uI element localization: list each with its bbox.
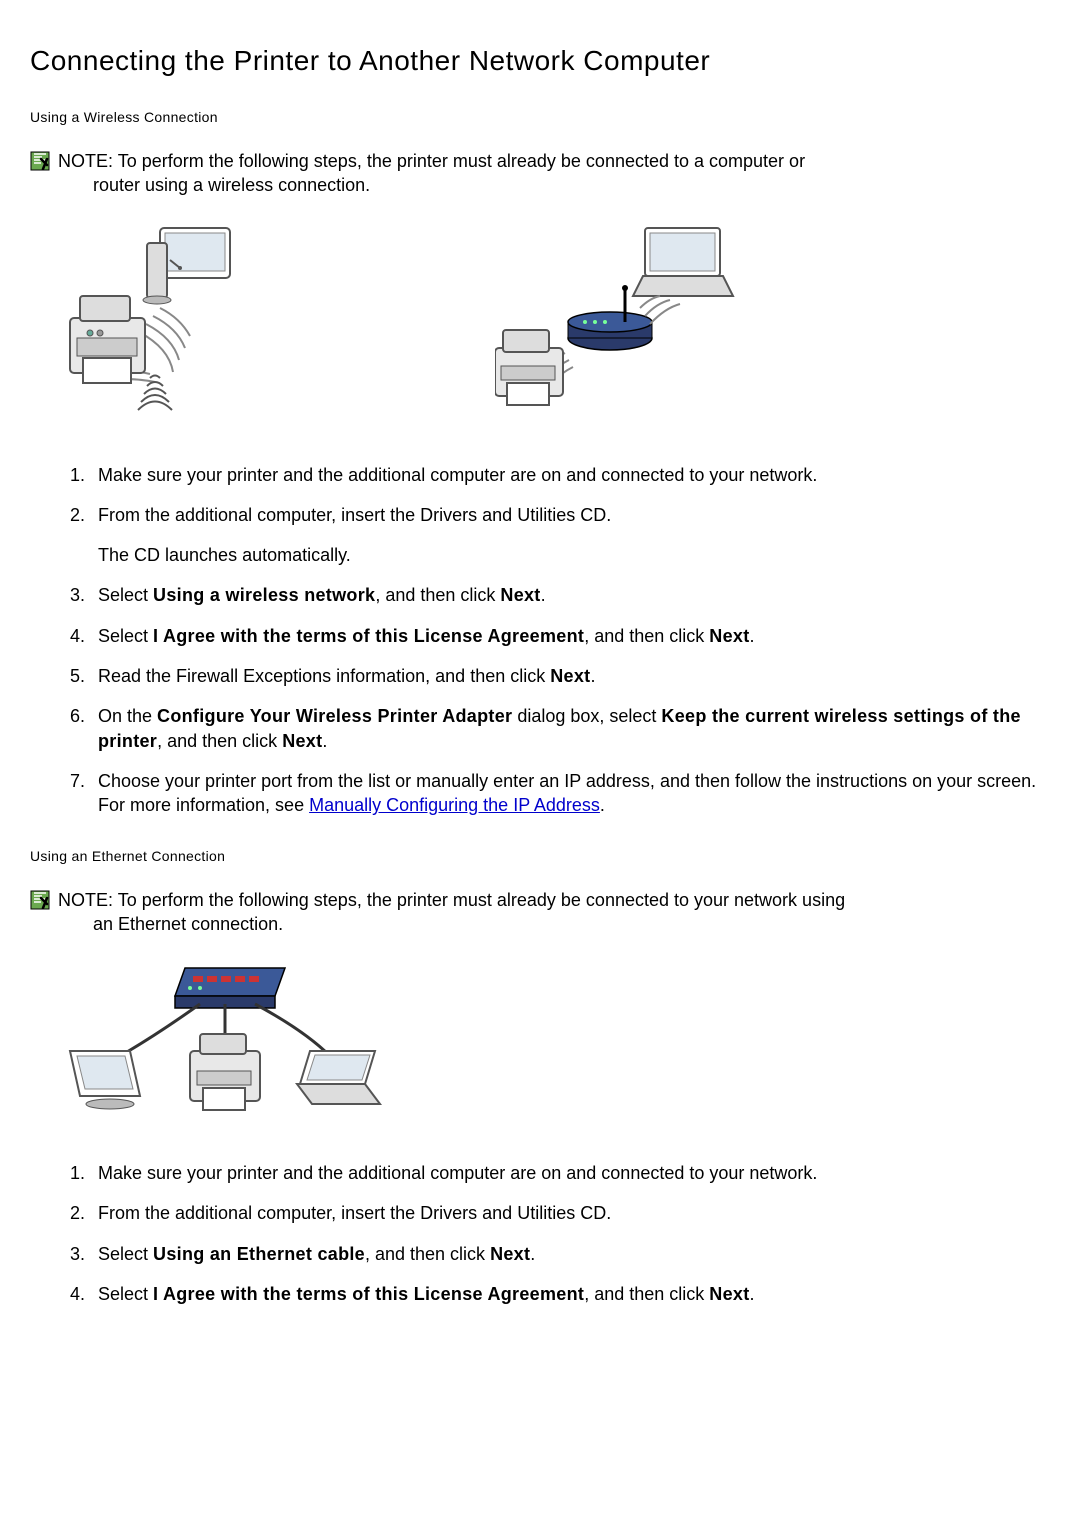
- b: Next: [550, 666, 590, 686]
- adhoc-diagram: [65, 218, 295, 423]
- ethernet-note-text: NOTE: To perform the following steps, th…: [58, 888, 845, 937]
- b: Using a wireless network: [153, 585, 375, 605]
- ethernet-step-1: Make sure your printer and the additiona…: [90, 1161, 1050, 1185]
- wireless-step-3: Select Using a wireless network, and the…: [90, 583, 1050, 607]
- b: I Agree with the terms of this License A…: [153, 626, 584, 646]
- wireless-step-6: On the Configure Your Wireless Printer A…: [90, 704, 1050, 753]
- t: .: [530, 1244, 535, 1264]
- ethernet-note: NOTE: To perform the following steps, th…: [30, 888, 1050, 937]
- ethernet-step-2: From the additional computer, insert the…: [90, 1201, 1050, 1225]
- note-line1: To perform the following steps, the prin…: [118, 151, 805, 171]
- ethernet-step-3: Select Using an Ethernet cable, and then…: [90, 1242, 1050, 1266]
- note-line2: an Ethernet connection.: [58, 912, 845, 936]
- wireless-step-5: Read the Firewall Exceptions information…: [90, 664, 1050, 688]
- t: .: [600, 795, 605, 815]
- note-label: NOTE:: [58, 151, 113, 171]
- b: Next: [282, 731, 322, 751]
- infrastructure-diagram: [495, 218, 735, 423]
- t: , and then click: [157, 731, 282, 751]
- manual-ip-link[interactable]: Manually Configuring the IP Address: [309, 795, 600, 815]
- t: , and then click: [584, 626, 709, 646]
- t: .: [750, 626, 755, 646]
- b: Using an Ethernet cable: [153, 1244, 365, 1264]
- b: Next: [500, 585, 540, 605]
- t: , and then click: [584, 1284, 709, 1304]
- t: Select: [98, 1244, 153, 1264]
- step-sub: The CD launches automatically.: [98, 543, 1050, 567]
- t: Select: [98, 1284, 153, 1304]
- t: Select: [98, 585, 153, 605]
- ethernet-diagram: [65, 956, 1050, 1131]
- wireless-step-1: Make sure your printer and the additiona…: [90, 463, 1050, 487]
- t: .: [322, 731, 327, 751]
- t: .: [750, 1284, 755, 1304]
- t: Read the Firewall Exceptions information…: [98, 666, 550, 686]
- wireless-step-4: Select I Agree with the terms of this Li…: [90, 624, 1050, 648]
- note-line1: To perform the following steps, the prin…: [118, 890, 845, 910]
- step-text: From the additional computer, insert the…: [98, 505, 611, 525]
- b: Next: [709, 626, 749, 646]
- wireless-subheading: Using a Wireless Connection: [30, 109, 1050, 125]
- b: Next: [490, 1244, 530, 1264]
- b: Next: [709, 1284, 749, 1304]
- b: I Agree with the terms of this License A…: [153, 1284, 584, 1304]
- b: Configure Your Wireless Printer Adapter: [157, 706, 512, 726]
- note-icon: [30, 151, 52, 176]
- note-icon: [30, 890, 52, 915]
- t: dialog box, select: [512, 706, 661, 726]
- note-line2: router using a wireless connection.: [58, 173, 805, 197]
- ethernet-subheading: Using an Ethernet Connection: [30, 848, 1050, 864]
- ethernet-steps: Make sure your printer and the additiona…: [90, 1161, 1050, 1306]
- t: .: [541, 585, 546, 605]
- ethernet-step-4: Select I Agree with the terms of this Li…: [90, 1282, 1050, 1306]
- t: On the: [98, 706, 157, 726]
- wireless-note: NOTE: To perform the following steps, th…: [30, 149, 1050, 198]
- t: Select: [98, 626, 153, 646]
- t: .: [590, 666, 595, 686]
- wireless-diagrams: [65, 218, 1050, 423]
- wireless-steps: Make sure your printer and the additiona…: [90, 463, 1050, 818]
- t: , and then click: [375, 585, 500, 605]
- wireless-note-text: NOTE: To perform the following steps, th…: [58, 149, 805, 198]
- note-label: NOTE:: [58, 890, 113, 910]
- wireless-step-7: Choose your printer port from the list o…: [90, 769, 1050, 818]
- t: , and then click: [365, 1244, 490, 1264]
- page-title: Connecting the Printer to Another Networ…: [30, 45, 1050, 77]
- wireless-step-2: From the additional computer, insert the…: [90, 503, 1050, 568]
